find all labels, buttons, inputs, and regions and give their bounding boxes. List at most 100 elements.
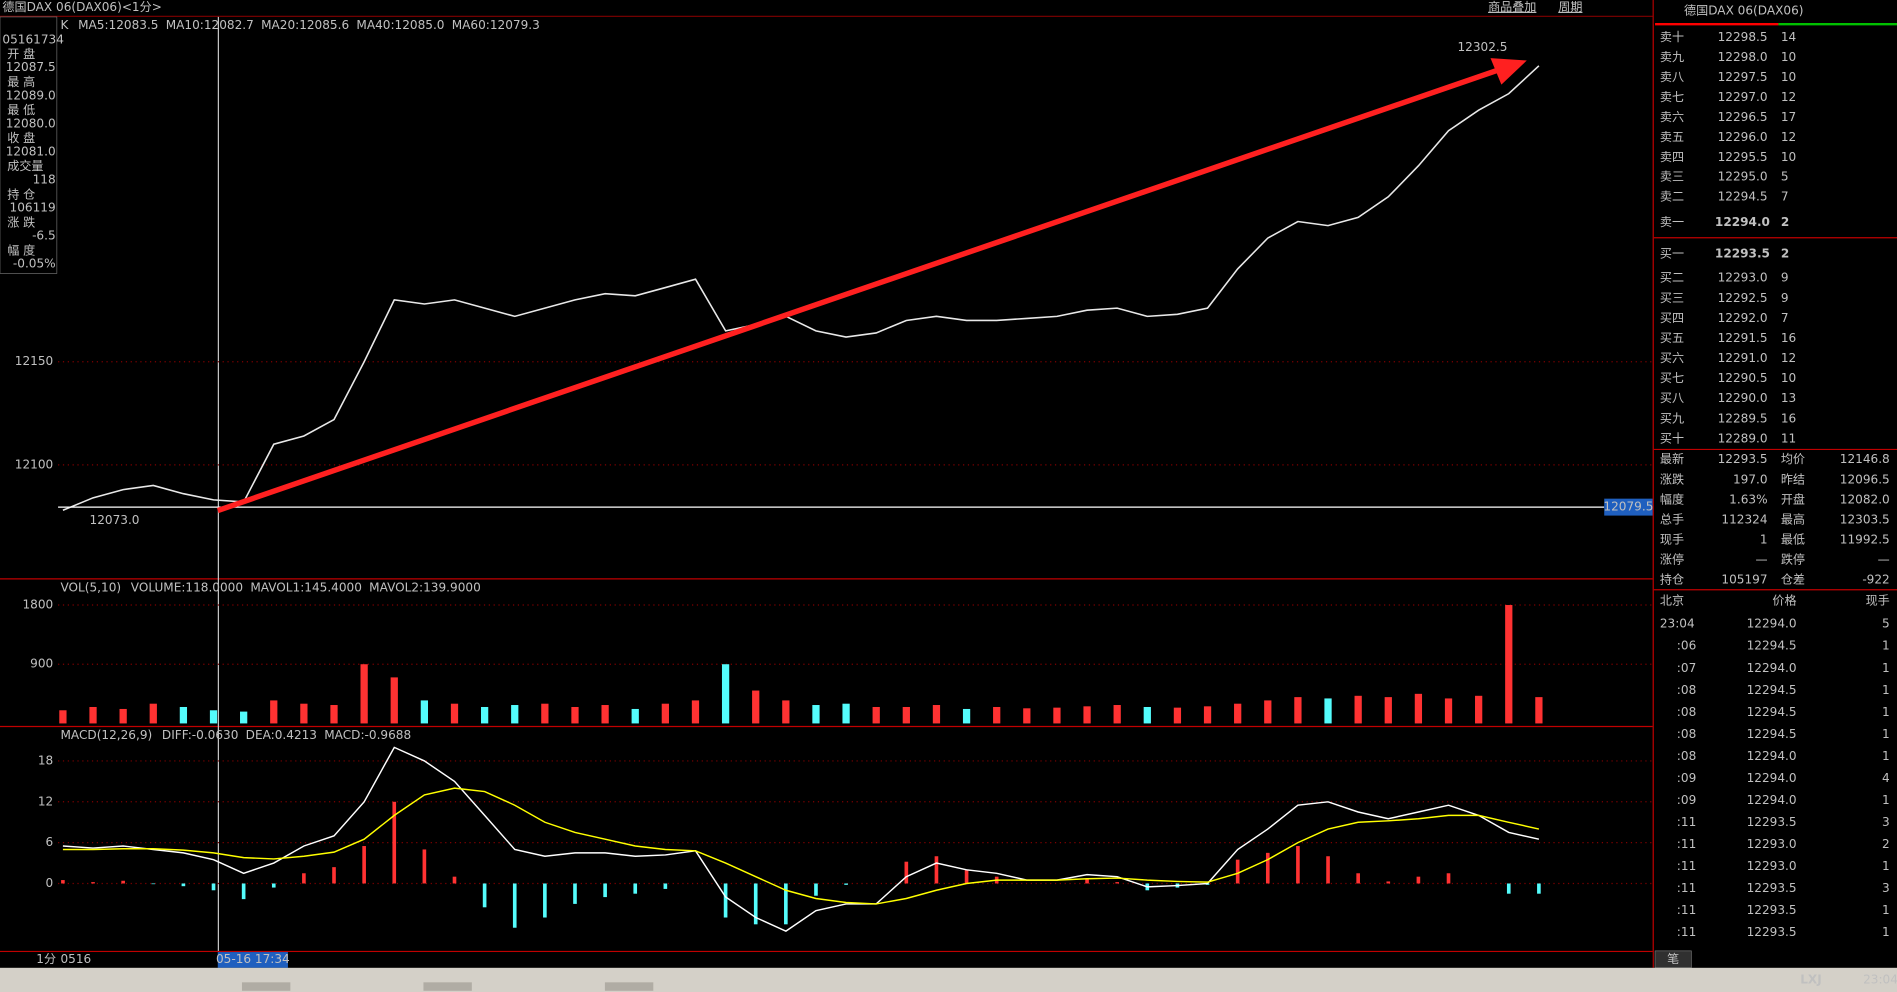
legend-entry: MACD:-0.9688 [324, 728, 411, 742]
trade-price: 12293.0 [1747, 859, 1797, 873]
ask-price: 12294.5 [1718, 190, 1768, 204]
volume-bar [59, 710, 67, 724]
trade-qty: 1 [1882, 661, 1890, 675]
trade-time: :11 [1677, 815, 1696, 829]
quote-title: 德国DAX 06(DAX06) [1684, 2, 1803, 17]
info-value: 106119 [10, 201, 56, 215]
trade-price: 12294.0 [1747, 793, 1797, 807]
volume-bar [691, 700, 700, 724]
ask-label: 卖七 [1660, 90, 1684, 104]
volume-bar [1113, 705, 1121, 724]
trade-price: 12294.0 [1747, 617, 1797, 631]
trade-time: :08 [1677, 749, 1696, 763]
stat-label: 持仓 [1660, 572, 1684, 587]
volume-bar [149, 703, 157, 724]
volume-bar [1023, 708, 1031, 724]
macd-bar [904, 861, 909, 884]
ask-label: 卖三 [1660, 170, 1684, 184]
volume-bar [721, 664, 730, 724]
stat-label: 涨停 [1660, 552, 1684, 567]
trade-time: :11 [1677, 881, 1696, 895]
macd-bar [392, 801, 397, 884]
time-axis [0, 952, 1653, 968]
bid-price: 12289.5 [1718, 411, 1768, 425]
volume-bar [480, 706, 489, 724]
trade-time: :11 [1677, 837, 1696, 851]
status-slot [241, 982, 291, 991]
ask-price: 12298.0 [1718, 50, 1768, 64]
stat-value: — [1755, 553, 1767, 567]
volume-bar [119, 708, 127, 724]
macd-bar [814, 883, 818, 896]
status-slot [423, 982, 472, 991]
info-label: 收 盘 [7, 130, 35, 145]
info-value: 12087.5 [6, 60, 56, 74]
legend-entry: MAVOL1:145.4000 [250, 580, 362, 594]
bid-label: 买六 [1660, 351, 1684, 365]
y-tick-label: 1800 [22, 598, 53, 612]
volume-bar [1294, 697, 1302, 724]
stat-value: 1 [1760, 533, 1768, 547]
arrow-shaft [216, 67, 1499, 514]
macd-bar [151, 883, 156, 885]
volume-bar [89, 706, 97, 724]
bid-label: 买十 [1660, 431, 1684, 445]
bid-price: 12293.5 [1715, 247, 1770, 261]
legend-entry: VOLUME:118.0000 [131, 580, 243, 594]
volume-bar [932, 705, 941, 724]
volume-bar [1505, 605, 1513, 724]
ask-label: 卖二 [1660, 190, 1684, 204]
annotation: 12073.0 [90, 513, 140, 527]
info-value: -6.5 [32, 229, 56, 243]
volume-bar [420, 700, 429, 724]
trade-price: 12294.5 [1747, 705, 1797, 719]
volume-bar [390, 677, 398, 724]
chart-indicator-title: MACD(12,26,9) [60, 728, 152, 742]
ask-qty: 12 [1781, 130, 1796, 144]
trade-time: 23:04 [1660, 617, 1695, 631]
macd-bar [543, 883, 547, 918]
volume-bar [209, 710, 218, 724]
volume-bar [1354, 695, 1362, 724]
macd-bar [1356, 873, 1360, 884]
stat-value: 112324 [1721, 512, 1767, 526]
quote-header [1653, 0, 1897, 25]
window-title: 德国DAX 06(DAX06)<1分> [2, 0, 161, 14]
trade-qty: 1 [1882, 749, 1890, 763]
macd-bar [1386, 881, 1391, 884]
legend-entry: MAVOL2:139.9000 [369, 580, 481, 594]
volume-bar [300, 703, 308, 724]
volume-bar [1203, 706, 1212, 724]
macd-bar [91, 882, 95, 884]
macd-bar [512, 883, 517, 928]
y-tick-label: 12150 [15, 354, 53, 368]
volume-bar [872, 706, 880, 724]
macd-bar [422, 849, 427, 884]
bid-label: 买一 [1660, 247, 1684, 261]
stat-label: 涨跌 [1660, 471, 1684, 486]
legend-entry: MA10:12082.7 [166, 18, 254, 32]
trade-time: :08 [1677, 727, 1696, 741]
ask-price: 12295.0 [1718, 170, 1768, 184]
bid-label: 买三 [1660, 291, 1684, 305]
tab-label[interactable]: 笔 [1667, 951, 1679, 966]
legend-entry: DIFF:-0.0630 [162, 728, 239, 742]
macd-bar [844, 883, 848, 885]
trade-time: :09 [1677, 793, 1696, 807]
volume-bar [1444, 698, 1453, 724]
stat-value: 12096.5 [1840, 472, 1890, 486]
bid-price: 12290.5 [1718, 371, 1768, 385]
volume-bar [752, 690, 760, 724]
cursor-time: 05-16 17:34 [216, 952, 290, 966]
macd-bar [784, 883, 788, 925]
ask-price: 12298.5 [1718, 30, 1768, 44]
bid-qty: 7 [1781, 311, 1789, 325]
status-slot [604, 982, 654, 991]
volume-bar [240, 711, 248, 724]
ask-qty: 7 [1781, 190, 1789, 204]
volume-bar [571, 706, 579, 724]
link: 商品叠加 [1488, 0, 1536, 14]
last-price-label: 12079.5 [1603, 500, 1653, 514]
ask-price: 12296.5 [1718, 110, 1768, 124]
trade-qty: 3 [1882, 815, 1890, 829]
